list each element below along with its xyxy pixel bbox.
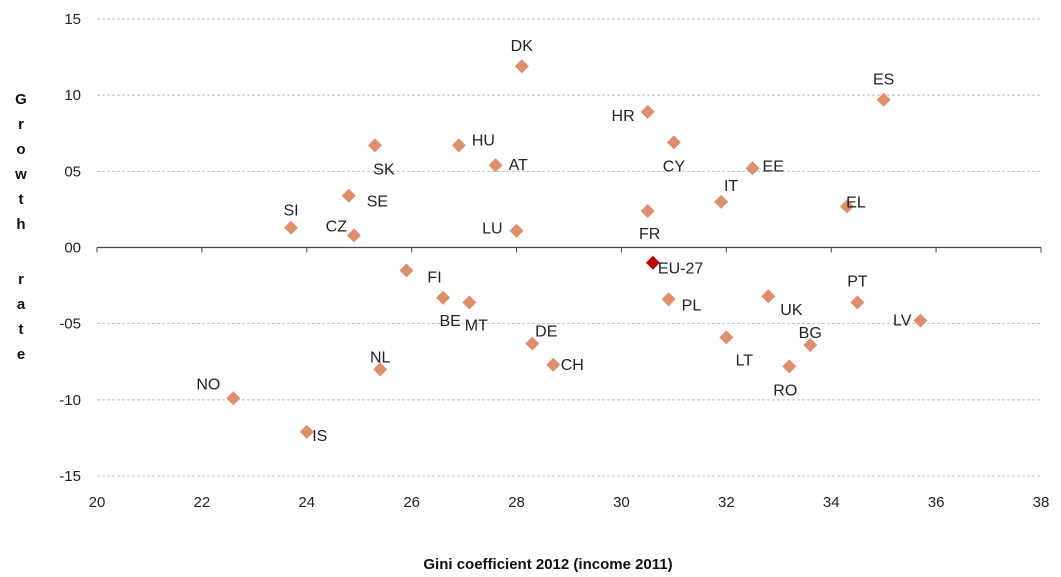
x-tick-label: 30	[613, 494, 630, 511]
point-label: IT	[724, 178, 738, 195]
point-marker	[876, 92, 891, 107]
point-label: BG	[799, 325, 822, 342]
y-axis-title-char: h	[16, 216, 25, 233]
point-marker	[745, 161, 760, 176]
point-label: CZ	[326, 218, 348, 235]
point-marker	[462, 295, 477, 310]
point-marker	[367, 138, 382, 153]
point-marker	[645, 255, 660, 270]
x-axis-title: Gini coefficient 2012 (income 2011)	[423, 556, 672, 573]
y-tick-label: -05	[59, 316, 81, 333]
point-label: AT	[509, 157, 528, 174]
point-label: MT	[465, 317, 488, 334]
point-label: FI	[427, 269, 441, 286]
y-axis-title-char: a	[17, 296, 26, 313]
point-marker	[640, 203, 655, 218]
y-axis-title-char: t	[19, 321, 24, 338]
point-label: NO	[196, 376, 220, 393]
point-label: HR	[612, 108, 635, 125]
point-label: ES	[873, 72, 894, 89]
point-label: LU	[482, 221, 502, 238]
point-marker	[666, 135, 681, 150]
point-label: SK	[373, 161, 395, 178]
y-tick-label: -10	[59, 392, 81, 409]
point-marker	[509, 223, 524, 238]
y-tick-label: -15	[59, 468, 81, 485]
point-marker	[373, 362, 388, 377]
y-tick-label: 15	[64, 11, 81, 28]
data-points	[226, 59, 928, 439]
y-axis-title-char: t	[19, 191, 24, 208]
x-tick-label: 32	[718, 494, 735, 511]
y-axis-title-char: e	[17, 346, 25, 363]
x-tick-label: 20	[89, 494, 106, 511]
point-label: BE	[439, 313, 460, 330]
point-marker	[850, 295, 865, 310]
point-marker	[514, 59, 529, 74]
point-marker	[525, 336, 540, 351]
point-marker	[640, 104, 655, 119]
point-marker	[346, 228, 361, 243]
point-marker	[226, 391, 241, 406]
axes: 15 10 05 00 -05 -10 -15 20 22 24 26 28 30 32 34 36 38	[59, 11, 1049, 511]
point-marker	[488, 158, 503, 173]
point-label: SE	[367, 194, 388, 211]
point-marker	[839, 199, 854, 214]
point-marker	[436, 290, 451, 305]
point-marker	[761, 289, 776, 304]
point-marker	[341, 188, 356, 203]
y-axis-title-char: r	[18, 116, 24, 133]
point-marker	[714, 194, 729, 209]
point-marker	[782, 359, 797, 374]
point-label: SI	[283, 203, 298, 220]
point-label: NL	[370, 349, 391, 366]
x-tick-label: 38	[1033, 494, 1050, 511]
x-tick-label: 36	[928, 494, 945, 511]
point-label: DK	[511, 38, 534, 55]
y-axis-title-char: r	[18, 271, 24, 288]
point-marker	[546, 357, 561, 372]
point-label: UK	[780, 302, 803, 319]
y-axis-title-char: o	[16, 141, 25, 158]
point-label: EU-27	[658, 261, 703, 278]
point-label: CY	[663, 158, 686, 175]
point-marker	[661, 292, 676, 307]
x-tick-label: 24	[298, 494, 315, 511]
x-tick-label: 34	[823, 494, 840, 511]
point-label: FR	[639, 226, 660, 243]
point-label: CH	[561, 357, 584, 374]
point-label: DE	[535, 323, 557, 340]
y-axis-title-char: G	[15, 91, 27, 108]
y-tick-label: 05	[64, 163, 81, 180]
point-label: EL	[846, 194, 866, 211]
y-tick-label: 00	[64, 240, 81, 257]
point-label: IS	[312, 428, 327, 445]
point-marker	[719, 330, 734, 345]
point-label: RO	[773, 382, 797, 399]
x-tick-label: 22	[194, 494, 211, 511]
point-labels: DK ES HR CY HU SK AT EE SE IT EL FR SI LU CZ EU-27 FI UK B…	[196, 38, 911, 445]
y-axis-title-char: w	[14, 166, 27, 183]
point-marker	[399, 263, 414, 278]
point-label: LT	[736, 352, 754, 369]
point-marker	[451, 138, 466, 153]
gridlines	[97, 18, 1041, 477]
point-label: PL	[682, 297, 702, 314]
point-label: EE	[763, 158, 784, 175]
point-label: HU	[472, 132, 495, 149]
point-marker	[913, 313, 928, 328]
point-label: LV	[893, 313, 912, 330]
point-marker	[803, 337, 818, 352]
point-label: PT	[847, 273, 868, 290]
x-tick-label: 28	[508, 494, 525, 511]
point-marker	[284, 220, 299, 235]
y-tick-label: 10	[64, 87, 81, 104]
point-marker	[299, 424, 314, 439]
x-tick-label: 26	[403, 494, 420, 511]
